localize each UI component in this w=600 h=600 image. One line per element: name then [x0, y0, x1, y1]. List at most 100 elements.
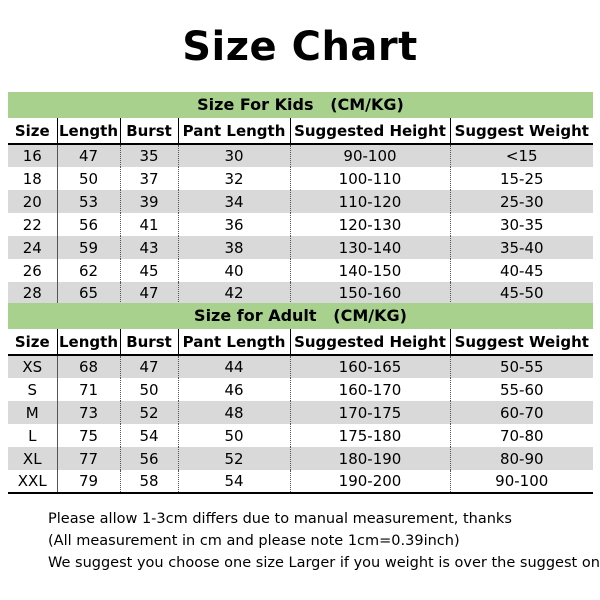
table-row: S 71 50 46 160-170 55-60	[8, 378, 593, 401]
kids-table-band-label: Size For Kids (CM/KG)	[8, 92, 593, 118]
adult-cell: 170-175	[290, 401, 451, 424]
kids-size-table: Size For Kids (CM/KG) Size Length Burst …	[8, 92, 593, 306]
kids-cell: 15-25	[450, 167, 593, 190]
kids-cell: 62	[57, 259, 121, 282]
kids-cell: 45-50	[450, 282, 593, 306]
note-line-2: (All measurement in cm and please note 1…	[48, 533, 460, 549]
kids-cell: 25-30	[450, 190, 593, 213]
kids-cell: 22	[8, 213, 58, 236]
kids-cell: 28	[8, 282, 58, 306]
kids-cell: 35-40	[450, 236, 593, 259]
adult-table-head: Size Length Burst Pant Length Suggested …	[8, 329, 593, 356]
kids-cell: 43	[120, 236, 179, 259]
kids-cell: 35	[120, 144, 179, 167]
kids-col-header-suggest-weight: Suggest Weight	[449, 118, 593, 145]
table-row: L 75 54 50 175-180 70-80	[8, 424, 593, 447]
kids-cell: 47	[57, 144, 121, 167]
adult-cell: L	[8, 424, 58, 447]
page-title: Size Chart	[182, 24, 418, 70]
adult-cell: 44	[178, 355, 291, 378]
adult-cell: 90-100	[450, 470, 593, 494]
adult-col-header-size: Size	[8, 329, 57, 356]
kids-table-body: 16 47 35 30 90-100 <15 18 50 37 32 100-110 15-25 20 5…	[8, 144, 593, 306]
adult-cell: 75	[57, 424, 121, 447]
table-row: M 73 52 48 170-175 60-70	[8, 401, 593, 424]
note-line-1: Please allow 1-3cm differs due to manual…	[48, 511, 512, 527]
kids-cell: 59	[57, 236, 121, 259]
table-row: 22 56 41 36 120-130 30-35	[8, 213, 593, 236]
note-line-3: We suggest you choose one size Larger if…	[48, 555, 600, 571]
table-row: 28 65 47 42 150-160 45-50	[8, 282, 593, 306]
adult-col-header-suggest-weight: Suggest Weight	[449, 329, 593, 356]
kids-cell: 150-160	[290, 282, 451, 306]
adult-cell: 54	[178, 470, 291, 494]
kids-cell: 100-110	[290, 167, 451, 190]
kids-cell: <15	[450, 144, 593, 167]
adult-cell: 160-170	[290, 378, 451, 401]
kids-cell: 42	[178, 282, 291, 306]
adult-cell: S	[8, 378, 58, 401]
kids-cell: 50	[57, 167, 121, 190]
adult-cell: 77	[57, 447, 121, 470]
kids-cell: 140-150	[290, 259, 451, 282]
kids-cell: 130-140	[290, 236, 451, 259]
kids-col-header-suggested-height: Suggested Height	[289, 118, 450, 145]
table-row: 20 53 39 34 110-120 25-30	[8, 190, 593, 213]
adult-cell: 180-190	[290, 447, 451, 470]
kids-cell: 38	[178, 236, 291, 259]
kids-cell: 47	[120, 282, 179, 306]
adult-cell: 52	[178, 447, 291, 470]
table-row: XL 77 56 52 180-190 80-90	[8, 447, 593, 470]
kids-cell: 40	[178, 259, 291, 282]
table-row: XS 68 47 44 160-165 50-55	[8, 355, 593, 378]
adult-cell: XL	[8, 447, 58, 470]
adult-table-band-label: Size for Adult (CM/KG)	[8, 303, 593, 329]
table-row: 18 50 37 32 100-110 15-25	[8, 167, 593, 190]
kids-cell: 20	[8, 190, 58, 213]
kids-table-grid: Size Length Burst Pant Length Suggested …	[8, 118, 593, 306]
kids-cell: 16	[8, 144, 58, 167]
adult-cell: 52	[120, 401, 179, 424]
kids-cell: 45	[120, 259, 179, 282]
table-row: 24 59 43 38 130-140 35-40	[8, 236, 593, 259]
adult-cell: XXL	[8, 470, 58, 494]
kids-col-header-burst: Burst	[119, 118, 178, 145]
adult-cell: 58	[120, 470, 179, 494]
kids-cell: 65	[57, 282, 121, 306]
adult-cell: XS	[8, 355, 58, 378]
adult-cell: 47	[120, 355, 179, 378]
adult-col-header-pant-length: Pant Length	[177, 329, 290, 356]
adult-cell: 80-90	[450, 447, 593, 470]
adult-cell: 46	[178, 378, 291, 401]
kids-col-header-size: Size	[8, 118, 57, 145]
kids-col-header-length: Length	[56, 118, 120, 145]
table-row: XXL 79 58 54 190-200 90-100	[8, 470, 593, 494]
adult-cell: 56	[120, 447, 179, 470]
adult-cell: 175-180	[290, 424, 451, 447]
kids-col-header-pant-length: Pant Length	[177, 118, 290, 145]
adult-cell: 48	[178, 401, 291, 424]
kids-cell: 30	[178, 144, 291, 167]
kids-header-row: Size Length Burst Pant Length Suggested …	[8, 118, 593, 145]
adult-cell: 68	[57, 355, 121, 378]
adult-col-header-suggested-height: Suggested Height	[289, 329, 450, 356]
adult-cell: 190-200	[290, 470, 451, 494]
adult-cell: 160-165	[290, 355, 451, 378]
kids-cell: 37	[120, 167, 179, 190]
kids-cell: 120-130	[290, 213, 451, 236]
adult-cell: 71	[57, 378, 121, 401]
footer-notes: Please allow 1-3cm differs due to manual…	[48, 508, 600, 574]
table-row: 16 47 35 30 90-100 <15	[8, 144, 593, 167]
adult-cell: 54	[120, 424, 179, 447]
kids-cell: 110-120	[290, 190, 451, 213]
adult-cell: 79	[57, 470, 121, 494]
kids-cell: 18	[8, 167, 58, 190]
kids-cell: 56	[57, 213, 121, 236]
adult-cell: 55-60	[450, 378, 593, 401]
kids-cell: 26	[8, 259, 58, 282]
adult-table-body: XS 68 47 44 160-165 50-55 S 71 50 46 160-170 55-60 M…	[8, 355, 593, 494]
kids-cell: 40-45	[450, 259, 593, 282]
kids-cell: 41	[120, 213, 179, 236]
adult-cell: 50	[120, 378, 179, 401]
adult-cell: 70-80	[450, 424, 593, 447]
